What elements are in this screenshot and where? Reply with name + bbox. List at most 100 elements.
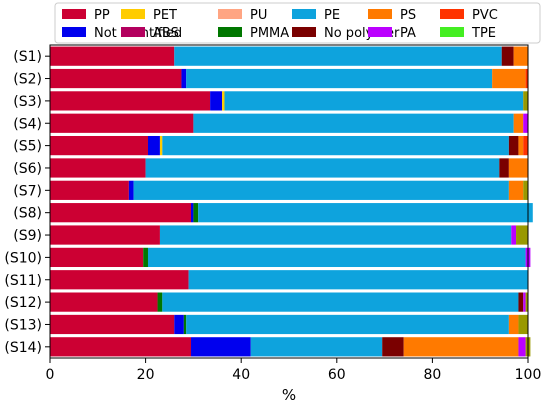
- legend-swatch-not-identified: [62, 27, 86, 37]
- y-tick-label: (S2): [13, 72, 42, 88]
- y-tick-label: (S13): [4, 317, 42, 333]
- bar-segment-s2-pe: [186, 68, 493, 89]
- bar-segment-s8-pmma: [193, 203, 199, 223]
- bar-segment-s14-pa: [518, 337, 526, 357]
- y-axis: (S1) (S2) (S3) (S4) (S5) (S6) (S7) (S8) (S9) (S10…: [4, 49, 50, 356]
- legend-swatch-tpe: [440, 27, 464, 37]
- bar-segment-s13-other: [518, 314, 528, 335]
- bar-segment-s1-ps: [513, 46, 528, 66]
- y-tick-label: (S14): [4, 340, 42, 356]
- bar-segment-s14-ps: [403, 337, 519, 357]
- y-tick-label: (S5): [13, 139, 42, 155]
- y-tick-label: (S10): [4, 250, 42, 266]
- bar-segment-s7-not-identified: [128, 180, 134, 200]
- bar-segment-s5-no-polymer: [508, 135, 519, 156]
- y-tick-label: (S7): [13, 183, 42, 199]
- x-tick-label: 20: [137, 367, 155, 383]
- bar-segment-s7-pp: [50, 180, 129, 200]
- bar-segment-s9-pe: [159, 225, 512, 245]
- bar-segment-s5-pe: [162, 135, 509, 156]
- bar-segment-s14-not-identified: [191, 337, 251, 357]
- bar-segment-s3-other: [523, 91, 528, 111]
- legend-label-pa: PA: [400, 26, 416, 41]
- y-tick-label: (S1): [13, 49, 42, 65]
- bar-segment-s4-pa: [523, 113, 528, 133]
- bar-segment-s8-pp: [50, 203, 192, 223]
- bar-segment-s14-no-polymer: [382, 337, 404, 357]
- bar-segment-s13-ps: [508, 314, 519, 335]
- legend-label-pet: PET: [153, 8, 177, 23]
- legend-swatch-pmma: [218, 27, 242, 37]
- bar-segment-s10-pmma: [143, 247, 148, 268]
- bar-segment-s2-ps: [492, 68, 526, 89]
- bar-segment-s13-pe: [186, 314, 509, 335]
- bar-segment-s8-pe: [198, 203, 533, 223]
- bar-segment-s12-pa: [523, 292, 526, 312]
- y-tick-label: (S4): [13, 116, 42, 132]
- bar-segment-s10-pp: [50, 247, 144, 268]
- bar-segment-s5-not-identified: [147, 135, 160, 156]
- bars-layer: [50, 46, 533, 357]
- legend-swatch-ps: [368, 9, 392, 19]
- bar-segment-s13-pmma: [183, 314, 187, 335]
- x-tick-label: 0: [46, 367, 55, 383]
- legend-label-pu: PU: [250, 8, 267, 23]
- legend-label-pp: PP: [94, 8, 110, 23]
- bar-segment-s2-not-identified: [181, 68, 187, 89]
- bar-segment-s9-other: [516, 225, 528, 245]
- bar-segment-s6-ps: [508, 158, 528, 178]
- y-tick-label: (S12): [4, 295, 42, 311]
- bar-segment-s3-not-identified: [210, 91, 223, 111]
- bar-segment-s5-ps: [518, 135, 524, 156]
- bar-segment-s7-other: [523, 180, 528, 200]
- bar-segment-s7-pe: [133, 180, 509, 200]
- legend-label-pe: PE: [324, 8, 340, 23]
- bar-segment-s3-pp: [50, 91, 211, 111]
- bar-segment-s5-pet: [159, 135, 163, 156]
- legend-label-pvc: PVC: [472, 8, 498, 23]
- bar-segment-s9-pa: [511, 225, 517, 245]
- bar-segment-s12-pp: [50, 292, 158, 312]
- legend-label-ps: PS: [400, 8, 416, 23]
- bar-segment-s5-pvc: [523, 135, 528, 156]
- y-tick-label: (S6): [13, 161, 42, 177]
- x-tick-label: 40: [232, 367, 250, 383]
- bar-segment-s3-pe: [224, 91, 524, 111]
- x-tick-label: 60: [328, 367, 346, 383]
- legend-swatch-pet: [121, 9, 145, 19]
- bar-segment-s12-no-polymer: [518, 292, 524, 312]
- bar-segment-s6-pp: [50, 158, 146, 178]
- bar-segment-s11-pe: [188, 270, 528, 290]
- bar-segment-s2-pp: [50, 68, 182, 89]
- bar-segment-s6-no-polymer: [499, 158, 509, 178]
- bar-segment-s1-pe: [174, 46, 502, 66]
- x-tick-label: 100: [515, 367, 542, 383]
- bar-segment-s12-other: [525, 292, 528, 312]
- legend-swatch-abs: [121, 27, 145, 37]
- bar-segment-s1-no-polymer: [501, 46, 514, 66]
- legend-swatch-pa: [368, 27, 392, 37]
- bar-segment-s9-pp: [50, 225, 160, 245]
- y-tick-label: (S8): [13, 206, 42, 222]
- bar-segment-s11-pp: [50, 270, 189, 290]
- legend-swatch-pp: [62, 9, 86, 19]
- legend-label-pmma: PMMA: [250, 26, 289, 41]
- legend-box: [54, 2, 541, 44]
- bar-segment-s4-ps: [513, 113, 524, 133]
- bar-segment-s10-pe: [147, 247, 526, 268]
- x-tick-label: 80: [423, 367, 441, 383]
- plot-frame: [49, 44, 529, 359]
- y-tick-label: (S9): [13, 228, 42, 244]
- legend-swatch-pvc: [440, 9, 464, 19]
- bar-segment-s13-not-identified: [174, 314, 184, 335]
- bar-segment-s7-ps: [508, 180, 524, 200]
- bar-segment-s12-pmma: [157, 292, 163, 312]
- bar-segment-s13-pp: [50, 314, 175, 335]
- bar-segment-s4-pe: [193, 113, 514, 133]
- y-tick-label: (S11): [4, 273, 42, 289]
- legend-label-tpe: TPE: [471, 26, 496, 41]
- bar-segment-s2-pvc: [525, 68, 528, 89]
- bar-segment-s12-pe: [162, 292, 519, 312]
